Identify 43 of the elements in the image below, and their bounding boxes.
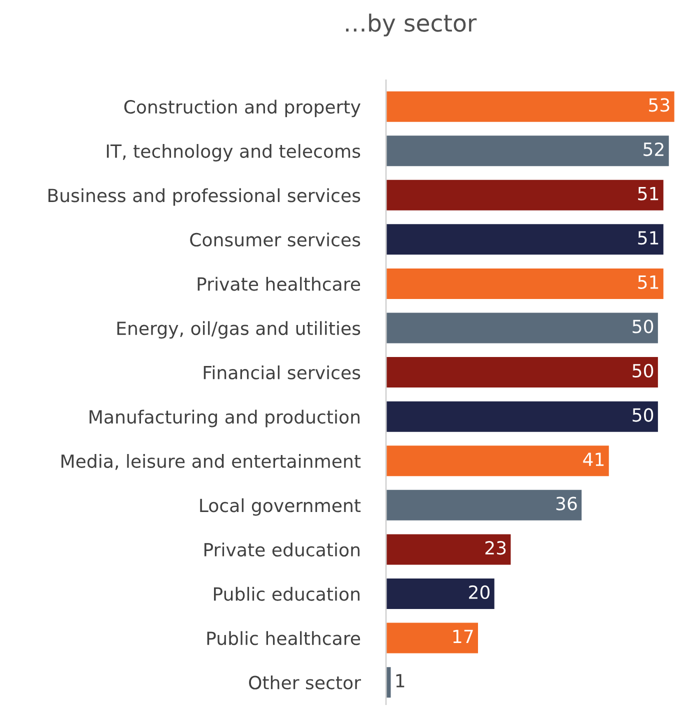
data-label: 50 [632,320,654,334]
bar [386,356,660,389]
y-tick-label: Public healthcare [207,631,360,646]
bar [386,577,496,610]
data-label: 51 [638,231,658,245]
y-tick-label: Other sector [249,675,361,690]
bar [386,178,665,212]
bar [386,488,583,522]
bar [386,444,610,478]
data-label: 41 [583,452,604,466]
data-label: 23 [485,541,506,555]
y-tick-label: Energy, oil/gas and utilities [117,321,360,339]
bar [386,666,392,699]
data-label: 51 [638,276,658,289]
y-tick-label: Media, leisure and entertainment [62,454,361,470]
data-label: 17 [453,630,473,644]
data-label: 51 [638,186,658,200]
bar [386,400,660,434]
data-label: 50 [632,408,654,422]
data-label: 1 [396,674,404,688]
bar [386,90,675,124]
y-tick-label: Private education [204,542,360,557]
data-label: 50 [632,364,654,378]
data-label: 20 [469,585,490,599]
bar [386,532,512,566]
y-tick-label: Local government [200,498,361,516]
chart-title: …by sector [346,14,477,36]
bar [386,267,665,300]
bar [386,222,665,256]
data-label: 53 [649,98,670,112]
data-label: 36 [556,496,577,510]
y-tick-label: Public education [214,586,360,601]
data-label: 52 [644,142,664,156]
bar [386,311,660,345]
y-tick-label: Manufacturing and production [90,410,360,428]
bar [386,621,480,655]
y-tick-label: Business and professional services [48,188,360,206]
y-tick-label: Construction and property [124,100,360,118]
y-tick-label: Consumer services [190,232,360,247]
bar [386,134,670,168]
y-tick-label: Financial services [204,365,360,380]
y-tick-label: Private healthcare [198,276,360,291]
y-tick-label: IT, technology and telecoms [106,144,360,162]
